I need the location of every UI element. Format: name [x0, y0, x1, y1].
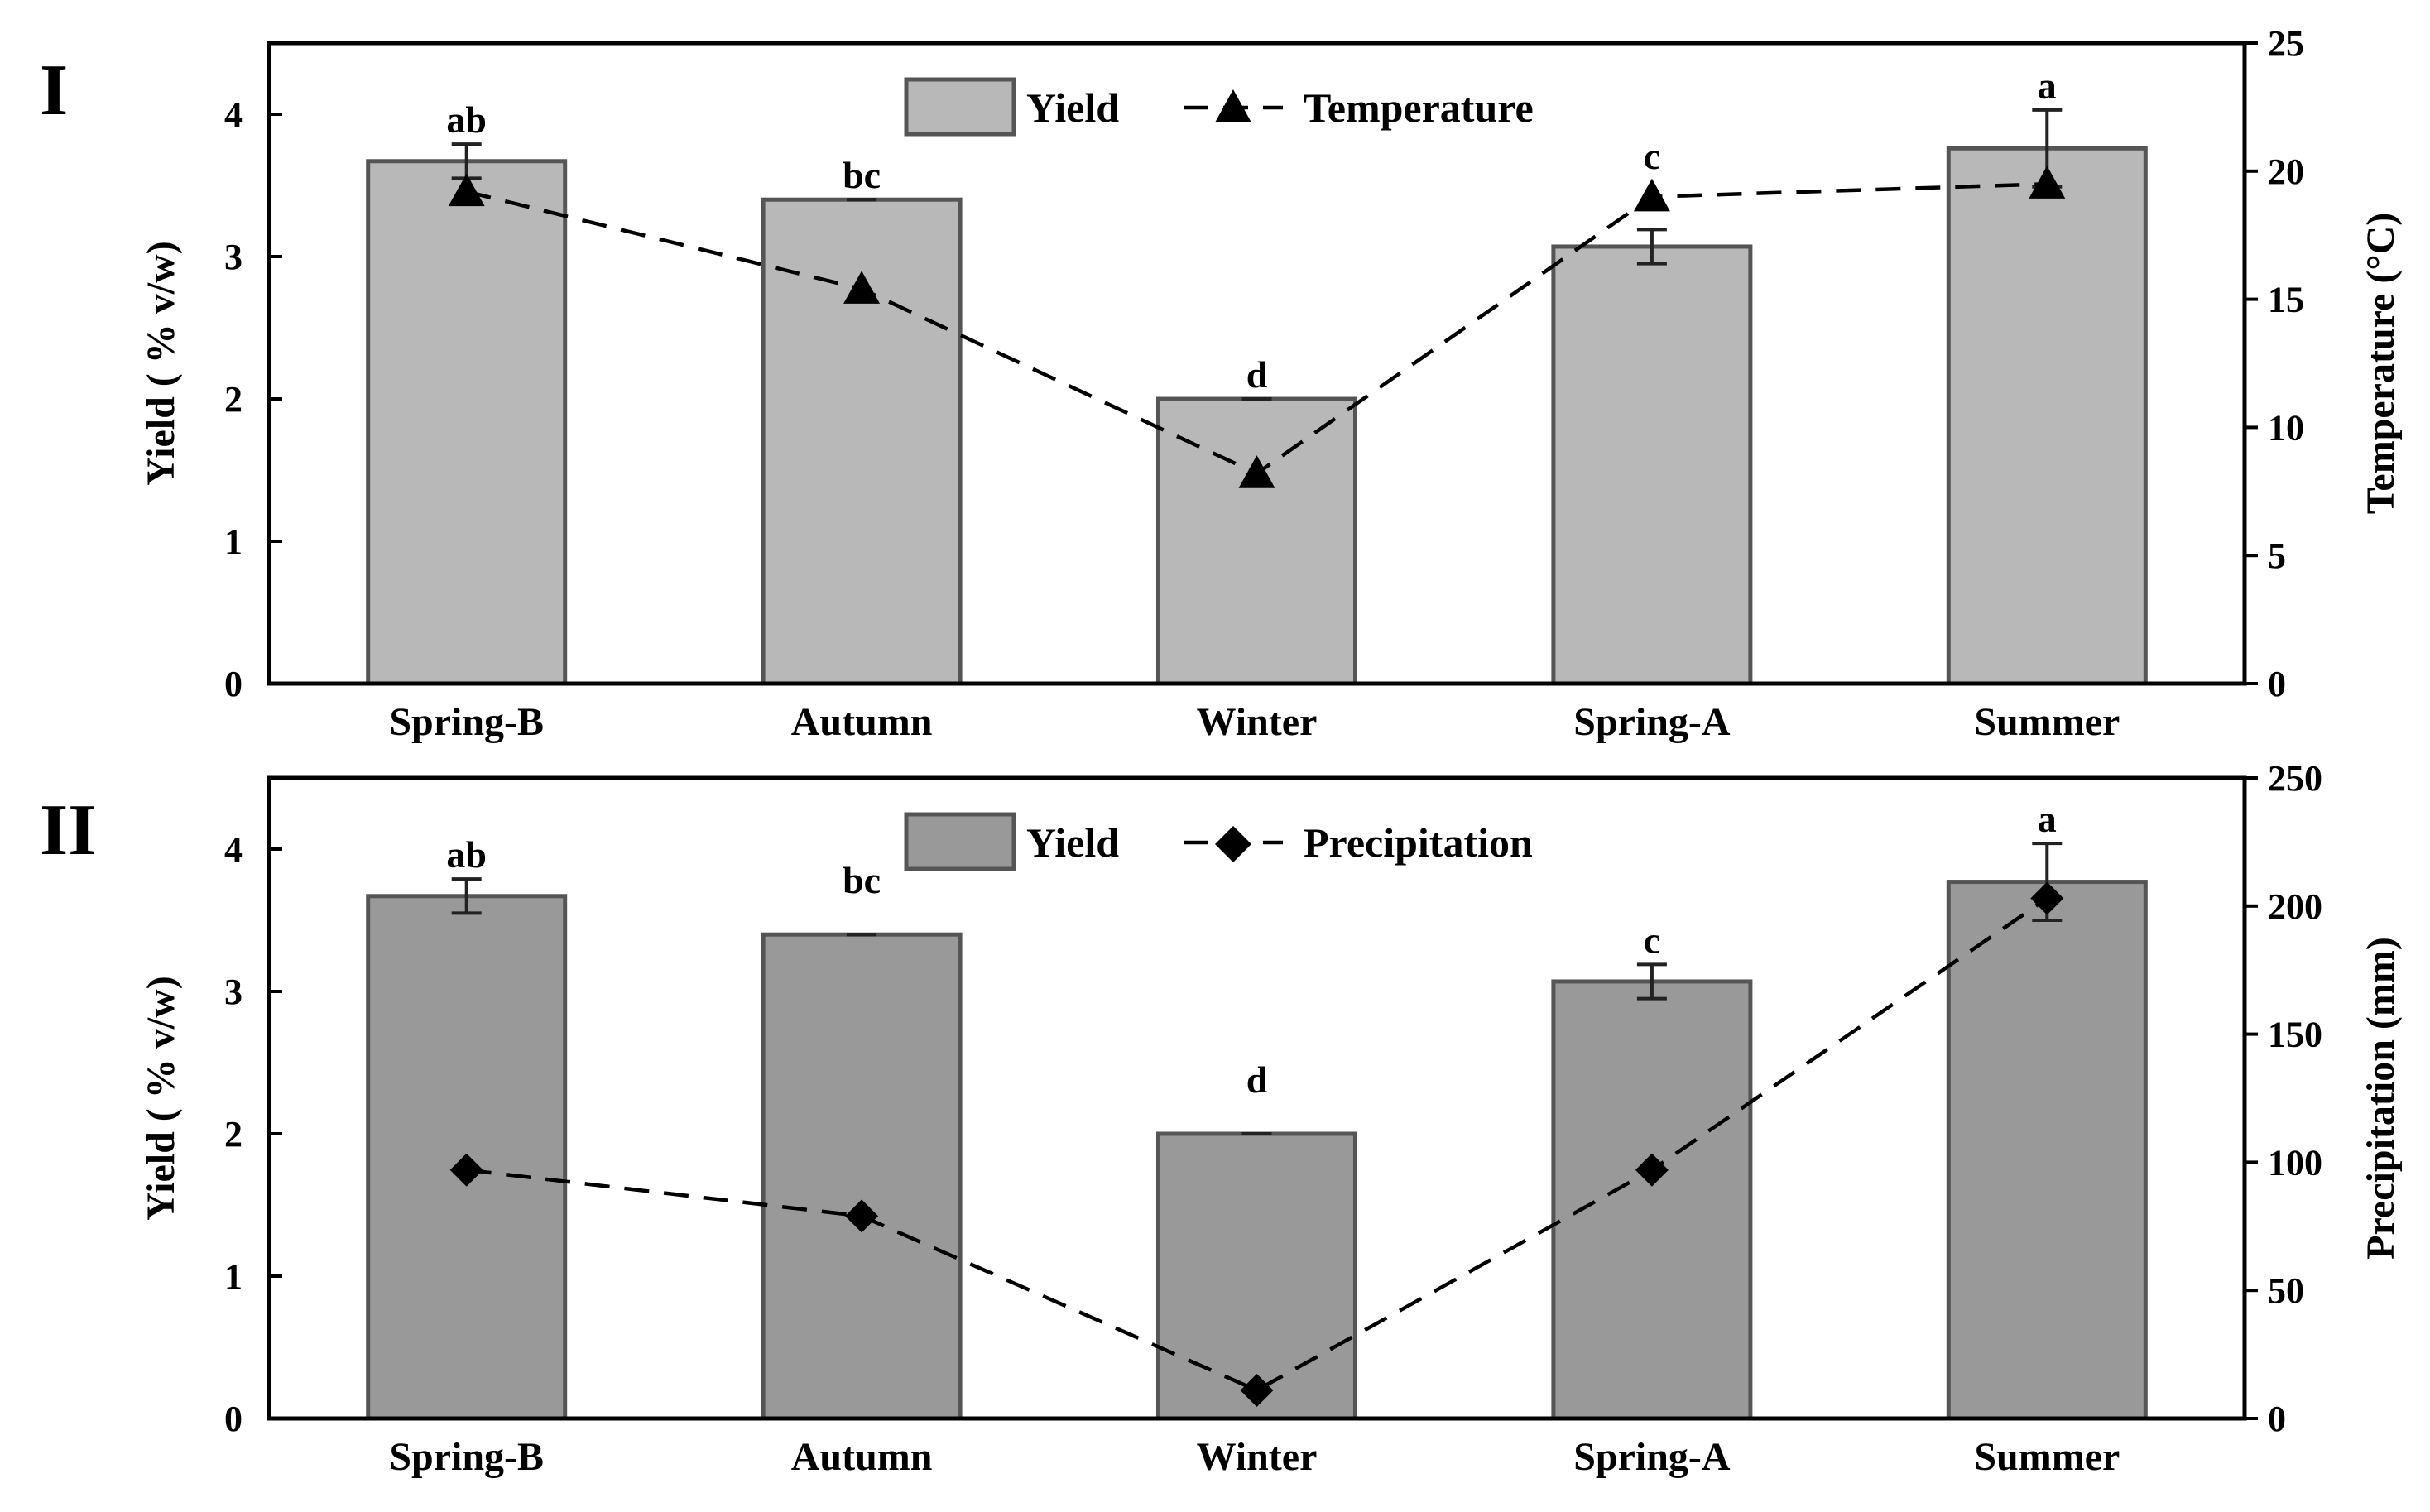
bar	[366, 159, 568, 686]
diamond-marker	[449, 1153, 483, 1187]
legend-triangle-icon	[1215, 89, 1251, 122]
left-tick-label: 3	[224, 237, 243, 277]
diamond-marker	[1635, 1153, 1669, 1187]
right-tick-label: 100	[2268, 1142, 2322, 1183]
legend-label: Temperature	[1304, 84, 1534, 131]
bar	[1156, 1131, 1357, 1421]
plot-frame	[267, 41, 2247, 686]
category-label: Summer	[1974, 700, 2120, 744]
y-axis-label-right: Precipitation (mm)	[2359, 937, 2403, 1260]
significance-label: a	[2038, 798, 2057, 840]
significance-label: c	[1644, 919, 1660, 961]
right-tick-label: 10	[2268, 407, 2304, 448]
panel-label: II	[40, 790, 97, 871]
significance-label: a	[2038, 65, 2057, 107]
right-tick-label: 5	[2268, 535, 2286, 576]
series-line	[466, 896, 2048, 1393]
y-axis-label-right: Temperature (°C)	[2359, 213, 2403, 514]
triangle-marker	[1633, 178, 1670, 212]
left-tick-label: 0	[224, 1399, 243, 1439]
significance-label: bc	[843, 154, 881, 196]
left-tick-label: 1	[224, 521, 243, 562]
right-tick-label: 0	[2268, 664, 2286, 704]
diamond-marker	[1240, 1373, 1274, 1407]
significance-label: bc	[843, 859, 881, 901]
legend-bar-swatch	[904, 812, 1016, 871]
right-tick-label: 25	[2268, 23, 2304, 64]
triangle-marker	[448, 173, 485, 207]
right-tick-label: 0	[2268, 1399, 2286, 1439]
left-tick-label: 4	[224, 829, 243, 870]
legend-label: Yield	[1026, 819, 1119, 866]
panel-2: II ab bc d c a 0 1 2 3 4 0 50 100 150 200 250 Spring-B Aut…	[40, 758, 2403, 1479]
bar	[1551, 979, 1753, 1421]
left-tick-label: 1	[224, 1256, 243, 1297]
category-label: Summer	[1974, 1435, 2120, 1479]
right-tick-label: 150	[2268, 1015, 2322, 1055]
legend-label: Yield	[1026, 84, 1119, 131]
left-tick-label: 4	[224, 94, 243, 135]
bar	[1946, 880, 2148, 1421]
y-axis-label: Yield ( % v/w)	[139, 241, 183, 486]
left-tick-label: 2	[224, 1114, 243, 1154]
right-tick-label: 250	[2268, 758, 2322, 799]
left-tick-label: 0	[224, 664, 243, 704]
diamond-marker	[845, 1199, 879, 1233]
significance-label: ab	[446, 98, 487, 141]
significance-label: d	[1246, 1058, 1268, 1101]
right-tick-label: 20	[2268, 151, 2304, 192]
triangle-marker	[843, 271, 881, 304]
category-label: Winter	[1197, 700, 1318, 744]
y-axis-label: Yield ( % v/w)	[139, 976, 183, 1221]
left-tick-label: 3	[224, 972, 243, 1012]
bar	[1946, 146, 2148, 686]
right-tick-label: 50	[2268, 1270, 2304, 1311]
legend: Yield Precipitation	[904, 812, 1533, 871]
category-label: Spring-A	[1573, 1435, 1731, 1479]
legend-bar-swatch	[904, 77, 1016, 137]
category-label: Spring-B	[389, 700, 544, 744]
bar	[761, 932, 963, 1421]
significance-label: d	[1246, 353, 1268, 396]
legend-label: Precipitation	[1304, 819, 1533, 866]
left-tick-label: 2	[224, 379, 243, 420]
category-label: Winter	[1197, 1435, 1318, 1479]
category-label: Spring-A	[1573, 700, 1731, 744]
triangle-marker	[1238, 455, 1275, 488]
panel-label: I	[40, 50, 68, 131]
triangle-marker	[2029, 166, 2066, 199]
plot-frame	[267, 775, 2247, 1421]
significance-label: ab	[446, 833, 487, 876]
category-label: Autumn	[791, 700, 933, 744]
significance-label: c	[1644, 135, 1660, 177]
category-label: Autumn	[791, 1435, 933, 1479]
legend: Yield Temperature	[904, 77, 1534, 137]
diamond-marker	[2030, 881, 2064, 915]
legend-diamond-icon	[1215, 826, 1251, 862]
right-tick-label: 15	[2268, 280, 2304, 320]
right-tick-label: 200	[2268, 886, 2322, 927]
category-label: Spring-B	[389, 1435, 544, 1479]
bar	[1551, 244, 1753, 686]
